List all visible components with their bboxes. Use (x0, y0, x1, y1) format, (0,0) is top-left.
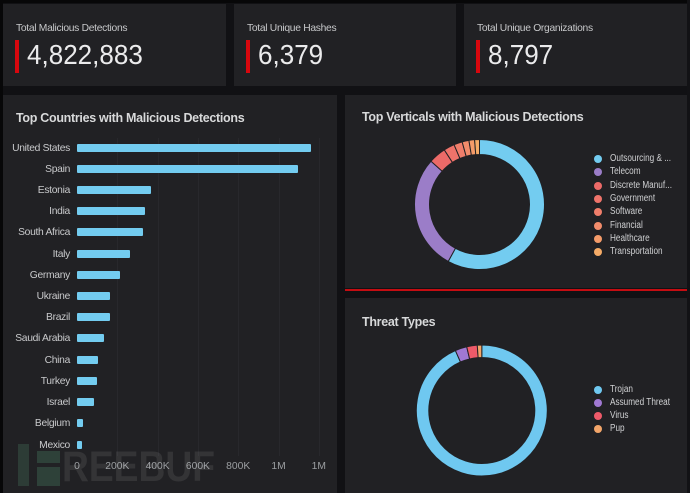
bar[interactable] (77, 313, 110, 322)
bar-category-label: Ukraine (36, 291, 71, 303)
legend-label: Government (609, 192, 655, 204)
bar-category-label: United States (12, 142, 70, 154)
stat-value: 8,797 (488, 38, 554, 70)
stat-title: Total Malicious Detections (16, 23, 128, 34)
bar[interactable] (77, 292, 111, 301)
legend-color-dot (594, 234, 602, 243)
gridline (318, 138, 320, 456)
bar-category-label: Germany (29, 269, 71, 281)
legend-color-dot (594, 208, 602, 217)
bar[interactable] (77, 334, 104, 343)
bar[interactable] (77, 249, 130, 258)
top-edge (0, 0, 690, 3)
panel-threat-types: Threat Types Trojan Assumed Threat Virus Pu… (345, 298, 687, 493)
bar-category-label: Estonia (37, 184, 71, 196)
gridline (197, 138, 199, 456)
legend-color-dot (594, 425, 602, 434)
legend-label: Pup (609, 423, 625, 435)
bar[interactable] (77, 185, 152, 194)
bar[interactable] (77, 143, 311, 152)
x-axis-tick-label: 200K (105, 461, 130, 472)
stat-accent-bar (476, 40, 480, 73)
bar[interactable] (77, 228, 144, 237)
bar-category-label: Spain (45, 163, 70, 175)
donut-slice[interactable] (414, 160, 457, 263)
gridline (117, 138, 119, 456)
legend-color-dot (594, 194, 602, 203)
legend-color-dot (594, 398, 602, 407)
panel-top-countries: Top Countries with Malicious Detections … (3, 95, 337, 493)
stat-accent-bar (15, 40, 19, 73)
stat-title: Total Unique Organizations (477, 23, 593, 34)
panel-title: Top Verticals with Malicious Detections (362, 110, 584, 124)
donut-slice[interactable] (447, 138, 545, 270)
legend-label: Trojan (609, 383, 633, 395)
legend-color-dot (594, 221, 602, 230)
threat-types-donut-chart (415, 344, 548, 477)
stat-panel-total-unique-hashes: Total Unique Hashes 6,379 (234, 4, 456, 86)
stat-panel-total-malicious-detections: Total Malicious Detections 4,822,883 (3, 4, 226, 86)
bar-category-label: Brazil (46, 312, 70, 324)
bar-category-label: Italy (52, 248, 71, 260)
bar-category-label: Turkey (40, 375, 71, 387)
legend-label: Virus (609, 410, 629, 422)
bar-category-label: South Africa (18, 227, 70, 239)
panel-top-verticals: Top Verticals with Malicious Detections … (345, 95, 687, 288)
stat-accent-bar (246, 40, 250, 73)
gridline (238, 138, 240, 456)
stat-value: 6,379 (258, 38, 324, 70)
bar-category-label: Israel (46, 397, 71, 409)
bar[interactable] (77, 355, 98, 364)
legend-label: Discrete Manuf... (609, 179, 672, 191)
x-axis-tick-label: 0 (74, 461, 80, 472)
donut-slice[interactable] (476, 344, 483, 359)
bar-category-label: China (44, 354, 71, 366)
legend-color-dot (594, 181, 602, 190)
legend-color-dot (594, 248, 602, 257)
bar-category-label: Belgium (34, 418, 70, 430)
bar[interactable] (77, 398, 94, 407)
x-axis-tick-label: 800K (226, 461, 251, 472)
legend-color-dot (594, 385, 602, 394)
legend-label: Financial (609, 219, 643, 231)
gridline (278, 138, 280, 456)
donut-slice[interactable] (415, 344, 548, 477)
left-edge (0, 0, 3, 493)
stat-value: 4,822,883 (27, 38, 143, 70)
legend-label: Telecom (609, 166, 641, 178)
bar[interactable] (77, 376, 98, 385)
stat-panel-total-unique-organizations: Total Unique Organizations 8,797 (464, 4, 687, 86)
panel-title: Top Countries with Malicious Detections (16, 111, 245, 125)
bar-category-label: India (49, 206, 70, 218)
legend-color-dot (594, 168, 602, 177)
donut-slice[interactable] (474, 138, 480, 156)
x-axis-tick-label: 400K (145, 461, 170, 472)
bar[interactable] (77, 207, 145, 216)
legend-color-dot (594, 412, 602, 421)
panel-title: Threat Types (362, 315, 436, 329)
x-axis-tick-label: 1M (311, 461, 326, 472)
legend-label: Software (609, 206, 642, 218)
bar[interactable] (77, 164, 299, 173)
bar[interactable] (77, 270, 121, 279)
legend-label: Outsourcing & ... (609, 153, 671, 164)
x-axis-tick-label: 600K (185, 461, 210, 472)
legend-label: Healthcare (609, 232, 650, 244)
bar[interactable] (77, 419, 83, 428)
legend-label: Transportation (609, 246, 663, 258)
legend-label: Assumed Threat (609, 396, 670, 408)
right-edge (687, 0, 690, 493)
legend-color-dot (594, 155, 602, 163)
stat-title: Total Unique Hashes (247, 23, 337, 34)
bar[interactable] (77, 440, 83, 449)
x-axis-tick-label: 1M (271, 461, 286, 472)
red-divider-line (345, 289, 687, 291)
bar-category-label: Saudi Arabia (15, 333, 70, 345)
verticals-donut-chart (414, 138, 545, 270)
gridline (157, 138, 159, 456)
bar-category-label: Mexico (39, 439, 70, 451)
